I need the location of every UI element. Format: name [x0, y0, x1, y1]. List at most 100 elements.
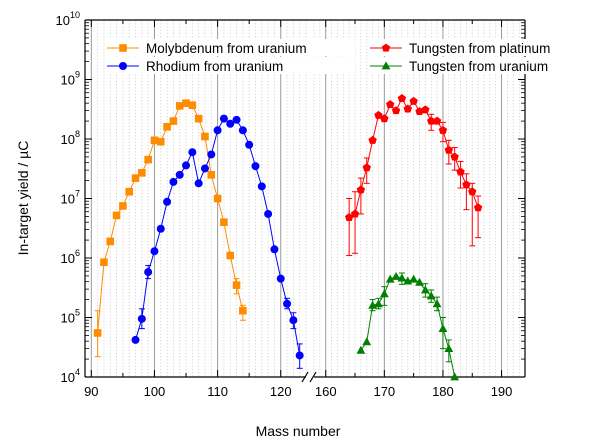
data-point: [344, 213, 354, 222]
data-point: [245, 140, 254, 149]
data-point: [137, 314, 146, 323]
x-tick-label: 120: [270, 384, 292, 399]
data-point: [450, 372, 460, 381]
data-point: [438, 125, 448, 134]
data-point: [138, 169, 146, 177]
data-point: [289, 316, 298, 325]
y-tick-label: 109: [61, 70, 80, 88]
y-tick-label: 104: [61, 367, 80, 385]
data-point: [380, 114, 389, 123]
y-tick-label: 1010: [56, 10, 80, 28]
data-point: [119, 202, 127, 210]
data-point: [125, 187, 133, 196]
y-tick-label: 105: [61, 308, 80, 326]
data-point: [163, 197, 172, 206]
data-point: [374, 299, 383, 308]
series-0: [93, 99, 247, 358]
data-point: [188, 148, 197, 157]
data-point: [403, 104, 412, 113]
x-tick-label: 160: [315, 384, 337, 399]
series-3: [356, 271, 460, 381]
data-point: [207, 150, 216, 159]
data-point: [131, 174, 140, 182]
legend-label: Tungsten from platinum: [409, 41, 550, 56]
data-point: [432, 299, 442, 308]
data-point: [276, 274, 285, 283]
data-point: [391, 271, 401, 280]
data-point: [156, 224, 165, 233]
data-point: [213, 126, 222, 135]
data-point: [201, 132, 209, 141]
legend: Molybdenum from uranium Rhodium from uran…: [105, 39, 583, 74]
data-point: [456, 167, 465, 176]
series-1: [131, 114, 304, 369]
legend-entry-background: [368, 39, 583, 56]
data-point: [175, 102, 184, 110]
data-point: [391, 106, 401, 115]
data-point: [100, 258, 108, 266]
data-point: [150, 247, 159, 256]
data-point: [468, 187, 477, 196]
legend-entry: Tungsten from platinum: [368, 39, 583, 56]
data-point: [415, 277, 424, 286]
data-point: [409, 274, 419, 283]
legend-entry-background: [105, 57, 355, 74]
data-point: [444, 145, 453, 154]
data-point: [368, 135, 377, 144]
legend-entry: Rhodium from uranium: [105, 57, 355, 74]
data-point: [450, 152, 459, 161]
data-point: [473, 203, 483, 212]
legend-label: Tungsten from uranium: [409, 59, 548, 74]
y-tick-label: 108: [61, 129, 80, 147]
data-point: [163, 123, 171, 131]
data-point: [426, 291, 436, 300]
data-point: [356, 185, 366, 194]
data-point: [226, 119, 235, 128]
y-tick-label: 107: [61, 189, 80, 207]
data-point: [379, 289, 389, 298]
x-tick-label: 190: [491, 384, 513, 399]
data-point: [232, 281, 241, 289]
legend-entry-background: [105, 39, 355, 56]
data-point: [444, 344, 454, 353]
legend-entry: Molybdenum from uranium: [105, 39, 355, 56]
data-point: [207, 171, 216, 179]
data-point: [182, 161, 191, 170]
data-point: [409, 96, 418, 105]
data-point: [386, 100, 395, 109]
data-point: [356, 345, 366, 354]
axis-break-mark: [301, 371, 309, 383]
legend-marker: [119, 44, 127, 52]
data-point: [169, 117, 178, 125]
data-point: [283, 299, 292, 308]
data-point: [112, 211, 121, 220]
legend-marker: [119, 62, 127, 70]
y-axis-label: In-target yield / µC: [15, 141, 31, 256]
legend-entry: Tungsten from uranium: [368, 57, 583, 74]
y-tick-label: 106: [61, 248, 80, 266]
x-tick-label: 170: [373, 384, 395, 399]
series-2: [344, 94, 483, 257]
data-point: [156, 137, 165, 146]
data-point: [226, 251, 235, 260]
data-point: [188, 101, 197, 109]
axes: 104 105 106 107 108 109 1010 90 100 110 120 160 170 1…: [56, 10, 525, 399]
x-tick-label: 100: [144, 384, 166, 399]
x-tick-label: 180: [432, 384, 454, 399]
data-point: [251, 162, 260, 171]
data-point: [432, 116, 442, 125]
series-line: [360, 275, 456, 378]
plot-frame: [84, 19, 526, 383]
x-tick-label: 110: [207, 384, 228, 399]
data-point: [239, 306, 247, 315]
data-point: [194, 179, 203, 188]
data-point: [350, 209, 360, 218]
data-point: [374, 110, 383, 119]
data-series: [93, 94, 483, 381]
data-point: [238, 126, 247, 135]
data-point: [169, 177, 178, 186]
data-point: [150, 136, 159, 145]
data-point: [219, 114, 228, 123]
data-point: [362, 337, 372, 346]
